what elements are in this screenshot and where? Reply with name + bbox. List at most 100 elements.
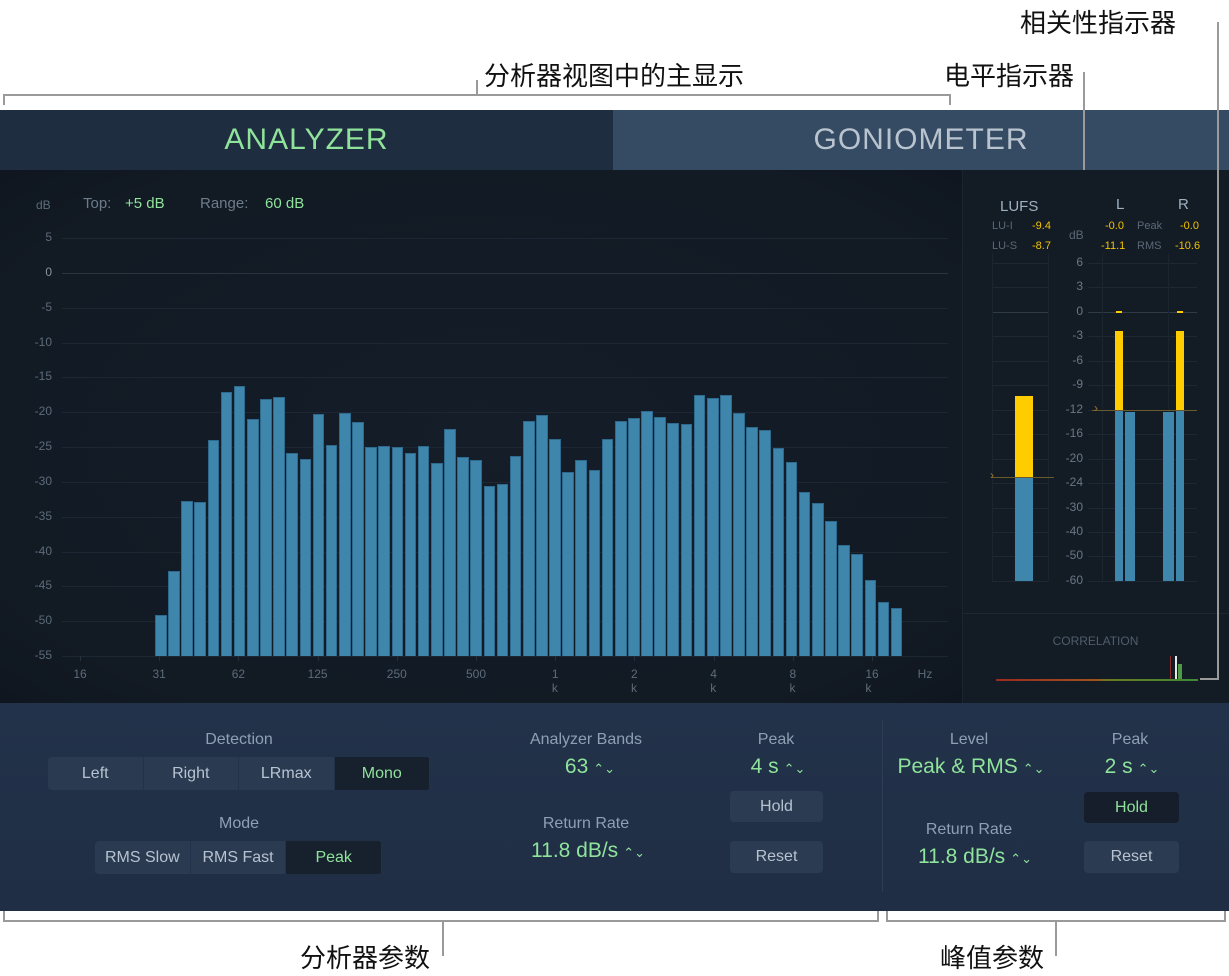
analyzer-bands-stepper[interactable]: 63 ⌃⌄ xyxy=(565,755,615,779)
peak-stepper[interactable]: 4 s ⌃⌄ xyxy=(751,755,806,779)
meter-gridline xyxy=(992,336,1048,338)
x-tick xyxy=(396,656,398,661)
spectrum-bar xyxy=(628,417,640,656)
meter-scale-label: -6 xyxy=(1072,352,1083,367)
spectrum-bar xyxy=(496,483,509,656)
level-return-rate-value: 11.8 dB/s xyxy=(918,845,1006,868)
level-peak-stepper[interactable]: 2 s ⌃⌄ xyxy=(1105,755,1160,779)
spectrum-bar xyxy=(417,446,430,656)
tab-analyzer[interactable]: ANALYZER xyxy=(0,110,613,170)
y-tick-label: -30 xyxy=(34,473,52,488)
r-meter-bar-rms xyxy=(1176,409,1184,581)
y-tick-label: -40 xyxy=(34,543,52,558)
meter-gridline xyxy=(1088,385,1197,387)
gridline xyxy=(62,481,948,483)
spectrum-bar xyxy=(812,503,824,656)
spectrum-bar xyxy=(181,501,193,656)
annotation-leader xyxy=(1083,72,1085,170)
x-tick-label: 1 k xyxy=(551,667,559,695)
mode-rms-slow[interactable]: RMS Slow xyxy=(95,841,191,874)
spectrum-bar xyxy=(720,394,732,656)
detection-left[interactable]: Left xyxy=(48,757,144,790)
peak-hold-marker xyxy=(1116,310,1122,313)
spectrum-bar xyxy=(536,414,548,656)
spectrum-bar xyxy=(325,444,338,656)
meter-gridline xyxy=(1088,483,1197,485)
x-tick xyxy=(713,656,715,661)
level-return-rate-stepper[interactable]: 11.8 dB/s ⌃⌄ xyxy=(918,845,1032,869)
mode-peak[interactable]: Peak xyxy=(286,841,382,874)
x-tick xyxy=(792,656,794,661)
x-tick-label: 500 xyxy=(465,667,487,681)
meter-gridline xyxy=(992,263,1048,264)
meter-gridline xyxy=(1088,311,1197,313)
spectrum-bar xyxy=(522,421,535,656)
annotation-leader xyxy=(1055,920,1057,956)
stepper-icon: ⌃⌄ xyxy=(783,761,806,776)
spectrum-bar xyxy=(772,447,785,656)
x-tick xyxy=(476,656,477,661)
top-value[interactable]: +5 dB xyxy=(125,195,165,212)
detection-lrmax[interactable]: LRmax xyxy=(239,757,335,790)
range-value[interactable]: 60 dB xyxy=(265,195,305,212)
stepper-icon: ⌃⌄ xyxy=(593,761,616,776)
spectrum-bar xyxy=(614,420,627,656)
spectrum-bar xyxy=(483,486,496,656)
analyzer-bands-value: 63 xyxy=(564,755,589,778)
level-label: Level xyxy=(949,731,989,748)
spectrum-bar xyxy=(391,447,404,656)
r-rms-value: -10.6 xyxy=(1175,240,1201,252)
r-title: R xyxy=(1178,196,1189,213)
meter-gridline xyxy=(992,385,1048,387)
annotation-bracket xyxy=(949,94,951,105)
spectrum-bar xyxy=(470,460,482,656)
detection-right[interactable]: Right xyxy=(144,757,239,790)
lufs-bar-rms xyxy=(1015,476,1033,581)
meter-gridline xyxy=(1088,531,1197,533)
gridline xyxy=(62,272,948,274)
section-divider xyxy=(882,720,883,892)
spectrum-bar xyxy=(378,446,390,656)
tab-goniometer[interactable]: GONIOMETER xyxy=(613,110,1229,170)
meter-scale-label: -20 xyxy=(1065,450,1083,465)
spectrum-bar xyxy=(338,412,351,656)
spectrum-bar xyxy=(286,453,299,656)
lufs-target-line xyxy=(992,476,1054,478)
spectrum-bar xyxy=(851,554,864,656)
spectrum-bar xyxy=(457,456,469,656)
hold-button[interactable]: Hold xyxy=(730,791,823,822)
stepper-icon: ⌃⌄ xyxy=(1010,851,1032,866)
detection-mono[interactable]: Mono xyxy=(334,757,430,790)
return-rate-stepper[interactable]: 11.8 dB/s ⌃⌄ xyxy=(531,839,645,863)
annotation-leader xyxy=(442,920,444,956)
level-peak-label: Peak xyxy=(1111,731,1149,748)
y-tick-label: -50 xyxy=(34,613,52,628)
y-tick-label: -20 xyxy=(34,404,52,419)
l-rms-value: -11.1 xyxy=(1101,240,1126,252)
spectrum-bar xyxy=(759,430,772,656)
meter-gridline xyxy=(1088,336,1197,338)
meter-scale-label: 3 xyxy=(1076,279,1083,294)
gridline xyxy=(62,412,948,414)
meter-scale-label: -16 xyxy=(1065,426,1083,441)
spectrum-bar xyxy=(890,607,903,656)
spectrum-bar xyxy=(273,396,285,656)
x-tick xyxy=(555,656,557,661)
spectrum-bar xyxy=(549,439,561,656)
meter-gridline xyxy=(992,287,1048,289)
l-meter-bar-peak xyxy=(1115,330,1123,410)
reset-button[interactable]: Reset xyxy=(730,841,823,873)
l-title: L xyxy=(1116,196,1125,213)
annotation-main-display: 分析器视图中的主显示 xyxy=(484,62,745,92)
annotation-analyzer-params: 分析器参数 xyxy=(300,944,431,974)
annotation-bracket xyxy=(886,911,888,922)
mode-rms-fast[interactable]: RMS Fast xyxy=(191,841,287,874)
meter-scale-label: -9 xyxy=(1072,377,1083,392)
level-selector[interactable]: Peak & RMS ⌃⌄ xyxy=(897,755,1044,779)
level-hold-button[interactable]: Hold xyxy=(1084,792,1179,823)
level-reset-button[interactable]: Reset xyxy=(1084,841,1179,873)
return-rate-label: Return Rate xyxy=(542,815,630,832)
x-tick-label: 16 k xyxy=(865,667,879,695)
meter-scale-label: 0 xyxy=(1076,303,1083,318)
mode-selector: RMS Slow RMS Fast Peak xyxy=(95,841,382,874)
